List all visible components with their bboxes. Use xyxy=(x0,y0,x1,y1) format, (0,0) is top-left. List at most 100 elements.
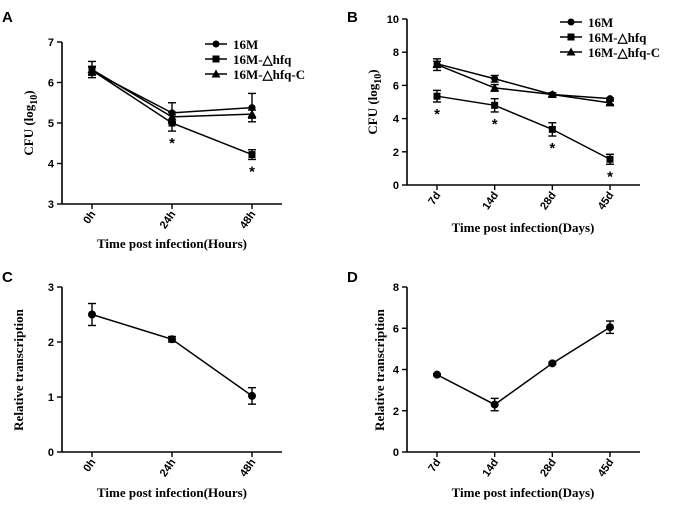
data-point-circle xyxy=(548,359,557,368)
data-point-triangle xyxy=(87,65,97,74)
data-point-square xyxy=(606,155,614,163)
series-16m-hfq-c xyxy=(432,58,615,107)
y-tick-label: 6 xyxy=(393,323,399,335)
legend-marker-triangle xyxy=(566,47,576,56)
y-axis-title-sub: 10 xyxy=(373,74,384,84)
data-point-triangle xyxy=(490,83,500,92)
series-16m-hfq: ** xyxy=(88,65,256,180)
series-line xyxy=(436,63,611,100)
x-axis-title: Time post infection(Hours) xyxy=(97,236,247,251)
y-axis-title-main: Relative transcription xyxy=(372,308,387,430)
y-tick-label: 5 xyxy=(48,118,54,130)
data-point-circle xyxy=(606,323,614,332)
significance-star: * xyxy=(492,116,498,133)
data-point-square xyxy=(433,92,441,100)
panel-letter: D xyxy=(347,269,358,286)
x-tick-label: 0h xyxy=(81,457,98,475)
legend-marker-triangle xyxy=(211,69,221,78)
x-tick-label: 24h xyxy=(158,457,179,480)
y-axis-title: CFU (log10) xyxy=(365,69,384,134)
y-tick-label: 10 xyxy=(387,14,399,26)
series-line xyxy=(436,63,611,104)
x-tick-label: 14d xyxy=(480,190,501,212)
x-tick-label: 48h xyxy=(238,209,259,232)
series-16m-hfq: * * * * xyxy=(433,89,614,185)
x-axis-title: Time post infection(Hours) xyxy=(97,485,247,500)
data-point-triangle xyxy=(605,98,615,107)
y-tick-label: 7 xyxy=(48,37,54,49)
series-16m-hfq-c xyxy=(87,60,257,123)
y-axis-title-main: CFU (log xyxy=(365,83,380,134)
x-tick-label: 45d xyxy=(596,457,617,479)
y-tick-label: 0 xyxy=(48,447,54,459)
data-point-triangle xyxy=(247,109,257,118)
y-tick-label: 2 xyxy=(48,337,54,349)
data-point-triangle xyxy=(547,90,557,99)
legend-marker-square xyxy=(567,33,575,41)
y-axis-title-sub: 10 xyxy=(29,95,40,105)
legend-label: 16M-△hfq xyxy=(588,30,647,45)
y-tick-label: 8 xyxy=(393,282,399,294)
legend-label: 16M-△hfq xyxy=(233,52,292,67)
legend-label: 16M xyxy=(588,15,613,30)
y-tick-label: 1 xyxy=(48,392,54,404)
panel-letter: C xyxy=(2,269,13,286)
x-tick-label: 28d xyxy=(538,190,559,212)
x-axis-title: Time post infection(Days) xyxy=(452,220,595,235)
y-tick-label: 2 xyxy=(393,147,399,159)
legend-label: 16M xyxy=(233,37,258,52)
panel-c: C 0 1 2 3 0h 24h 48h Time post infection(Hours) R… xyxy=(2,269,282,500)
panel-letter: A xyxy=(2,9,13,26)
data-point-circle xyxy=(433,370,441,379)
data-point-circle xyxy=(490,400,499,409)
data-point-circle xyxy=(168,335,176,344)
data-point-square xyxy=(548,125,556,133)
y-tick-label: 4 xyxy=(393,365,400,377)
x-axis-title: Time post infection(Days) xyxy=(452,485,595,500)
series-line xyxy=(91,313,253,397)
x-tick-label: 0h xyxy=(81,209,98,227)
significance-star: * xyxy=(549,140,555,157)
y-tick-label: 3 xyxy=(48,199,54,211)
y-tick-label: 6 xyxy=(48,78,54,90)
legend-label: 16M-△hfq-C xyxy=(233,67,305,82)
data-point-square xyxy=(248,151,256,159)
y-axis-title-end: ) xyxy=(21,90,36,94)
data-point-circle xyxy=(88,310,96,319)
series-line xyxy=(436,95,611,160)
x-tick-label: 7d xyxy=(426,190,443,207)
data-point-triangle xyxy=(167,112,177,121)
series-16m xyxy=(433,60,614,103)
y-axis-title-main: CFU (log xyxy=(21,104,36,155)
legend-marker-circle xyxy=(567,18,575,26)
y-axis-title-end: ) xyxy=(365,69,380,73)
data-point-circle xyxy=(491,75,499,83)
x-tick-label: 7d xyxy=(426,457,443,474)
y-axis-title: Relative transcription xyxy=(11,308,26,430)
y-axis-title-main: Relative transcription xyxy=(11,308,26,430)
y-axis-title: Relative transcription xyxy=(372,308,387,430)
data-point-square xyxy=(491,101,499,109)
panel-a: A 3 4 5 6 7 0h 24h 48h Time post infection(Hours)… xyxy=(2,9,305,251)
x-tick-label: 28d xyxy=(538,457,559,479)
series-line xyxy=(436,326,611,406)
y-tick-label: 2 xyxy=(393,406,399,418)
data-point-circle xyxy=(248,391,256,400)
x-tick-label: 48h xyxy=(238,457,259,480)
y-tick-label: 8 xyxy=(393,47,399,59)
y-axis-title: CFU (log10) xyxy=(21,90,40,155)
series-main xyxy=(433,320,614,412)
significance-star: * xyxy=(434,106,440,123)
y-tick-label: 3 xyxy=(48,282,54,294)
series-main xyxy=(88,302,256,405)
significance-star: * xyxy=(607,168,613,185)
panel-letter: B xyxy=(347,9,358,26)
y-tick-label: 4 xyxy=(48,159,55,171)
y-tick-label: 0 xyxy=(393,180,399,192)
x-tick-label: 45d xyxy=(596,190,617,212)
